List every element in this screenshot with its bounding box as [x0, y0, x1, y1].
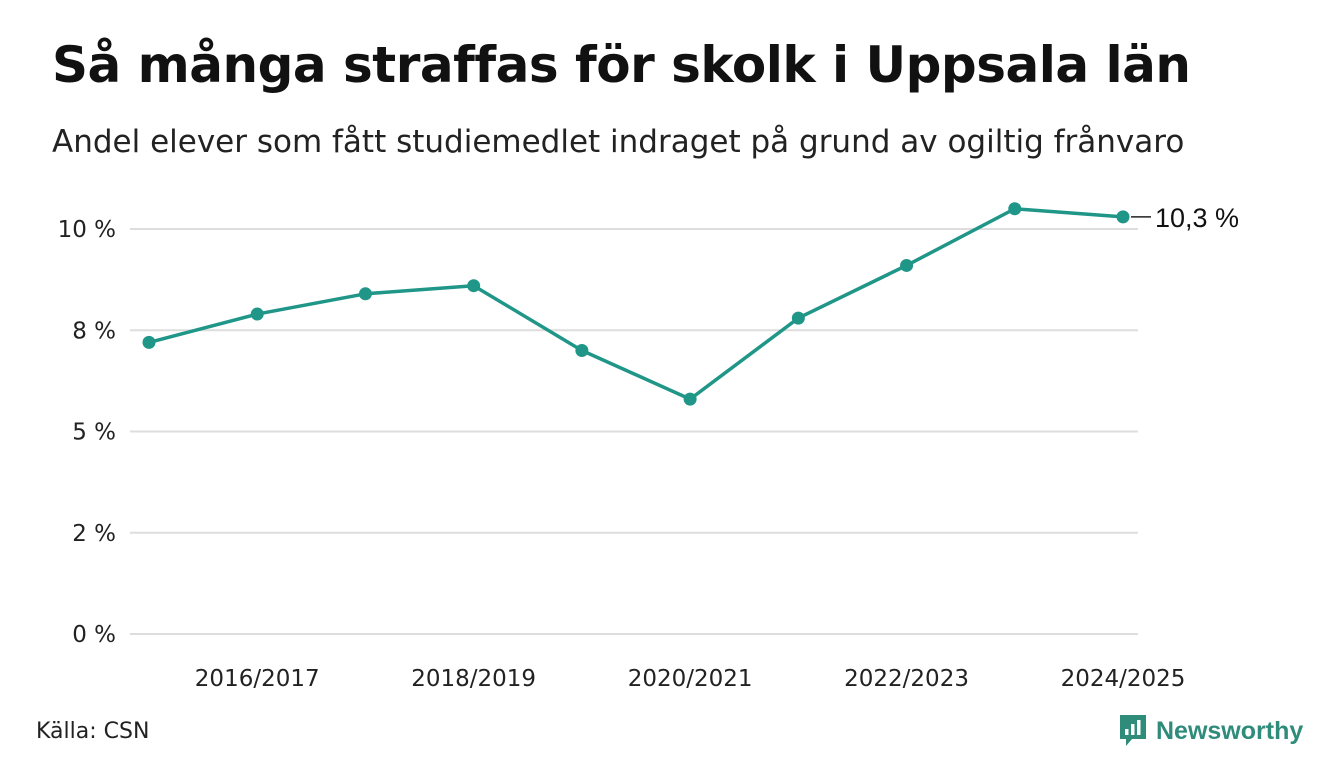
- data-point: [467, 279, 481, 293]
- x-tick-label: 2024/2025: [1061, 666, 1186, 692]
- brand-name: Newsworthy: [1156, 716, 1304, 745]
- data-point: [791, 311, 805, 325]
- y-axis-ticks: 0 % 2 % 5 % 8 % 10 %: [58, 217, 116, 648]
- data-point: [575, 344, 589, 357]
- data-points: [142, 202, 1130, 406]
- chart-subtitle: Andel elever som fått studiemedlet indra…: [52, 124, 1185, 160]
- y-tick-label: 10 %: [58, 217, 116, 243]
- brand-logo[interactable]: Newsworthy: [1118, 713, 1303, 749]
- data-point: [358, 287, 372, 301]
- series-line-path: [147, 207, 1125, 401]
- x-tick-label: 2018/2019: [411, 666, 536, 692]
- y-tick-label: 5 %: [72, 420, 116, 446]
- end-value-label: 10,3 %: [1155, 203, 1239, 233]
- y-tick-label: 0 %: [72, 622, 116, 648]
- x-tick-label: 2020/2021: [628, 666, 753, 692]
- data-point: [683, 392, 697, 406]
- y-tick-label: 8 %: [72, 318, 116, 344]
- x-tick-label: 2022/2023: [844, 666, 969, 692]
- end-label-group: 10,3 %: [1131, 203, 1239, 233]
- data-point: [142, 335, 156, 349]
- data-point: [1008, 202, 1022, 216]
- newsworthy-logo-icon: [1120, 715, 1146, 746]
- data-point: [250, 307, 264, 321]
- x-tick-label: 2016/2017: [195, 666, 320, 692]
- x-axis-ticks: 2016/2017 2018/2019 2020/2021 2022/2023 2024…: [195, 666, 1186, 692]
- source-note: Källa: CSN: [36, 719, 150, 744]
- series-line: [147, 207, 1125, 401]
- chart-title: Så många straffas för skolk i Uppsala lä…: [52, 36, 1191, 94]
- data-point: [1116, 210, 1130, 224]
- y-tick-label: 2 %: [72, 521, 116, 547]
- data-point: [900, 258, 914, 272]
- gridlines: [130, 228, 1138, 635]
